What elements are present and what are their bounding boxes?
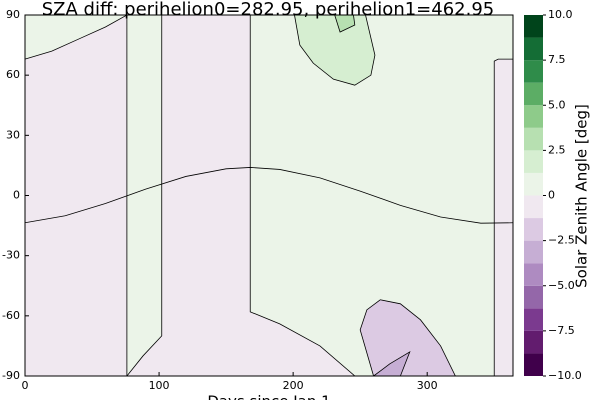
colorbar-tick-label: −7.5 xyxy=(548,324,575,337)
colorbar-tick-label: 0 xyxy=(548,189,555,202)
y-tick-label: 90 xyxy=(6,8,20,21)
colorbar-band xyxy=(524,353,543,376)
colorbar-band xyxy=(524,308,543,331)
colorbar-label: Solar Zenith Angle [deg] xyxy=(573,104,591,288)
y-tick-label: -60 xyxy=(2,309,20,322)
contour-line xyxy=(24,167,514,224)
colorbar-band xyxy=(524,330,543,354)
colorbar-band xyxy=(524,218,543,241)
colorbar-band xyxy=(524,37,543,61)
x-tick-label: 200 xyxy=(283,379,304,392)
x-tick-label: 300 xyxy=(417,379,438,392)
colorbar-tick-label: −5.0 xyxy=(548,279,575,292)
colorbar-tick-label: 7.5 xyxy=(548,53,566,66)
colorbar-band xyxy=(524,60,543,83)
contour-region xyxy=(126,14,356,377)
colorbar-band xyxy=(524,105,543,128)
colorbar-tick-label: −10.0 xyxy=(548,369,582,382)
y-tick-label: 0 xyxy=(13,189,20,202)
colorbar-band xyxy=(524,172,543,196)
contour-region xyxy=(493,58,514,377)
colorbar-band xyxy=(524,15,543,38)
x-axis-label: Days since Jan 1 xyxy=(207,393,330,400)
colorbar-tick-label: −2.5 xyxy=(548,234,575,247)
y-tick-label: -90 xyxy=(2,369,20,382)
colorbar-band xyxy=(524,285,543,309)
colorbar-band xyxy=(524,150,543,173)
contour-region xyxy=(359,299,456,377)
y-tick-label: 60 xyxy=(6,68,20,81)
colorbar-band xyxy=(524,195,543,219)
colorbar-band xyxy=(524,82,543,106)
colorbar-band xyxy=(524,240,543,264)
colorbar-band xyxy=(524,263,543,286)
colorbar-tick-label: 5.0 xyxy=(548,98,566,111)
y-tick-label: 30 xyxy=(6,128,20,141)
colorbar-band xyxy=(524,127,543,151)
colorbar-tick-label: 10.0 xyxy=(548,8,573,21)
colorbar-tick-label: 2.5 xyxy=(548,143,566,156)
contour-region xyxy=(293,14,376,86)
contour-region xyxy=(24,14,128,377)
chart-title: SZA diff: perihelion0=282.95, perihelion… xyxy=(42,0,495,20)
x-tick-label: 0 xyxy=(22,379,29,392)
y-tick-label: -30 xyxy=(2,249,20,262)
x-tick-label: 100 xyxy=(149,379,170,392)
